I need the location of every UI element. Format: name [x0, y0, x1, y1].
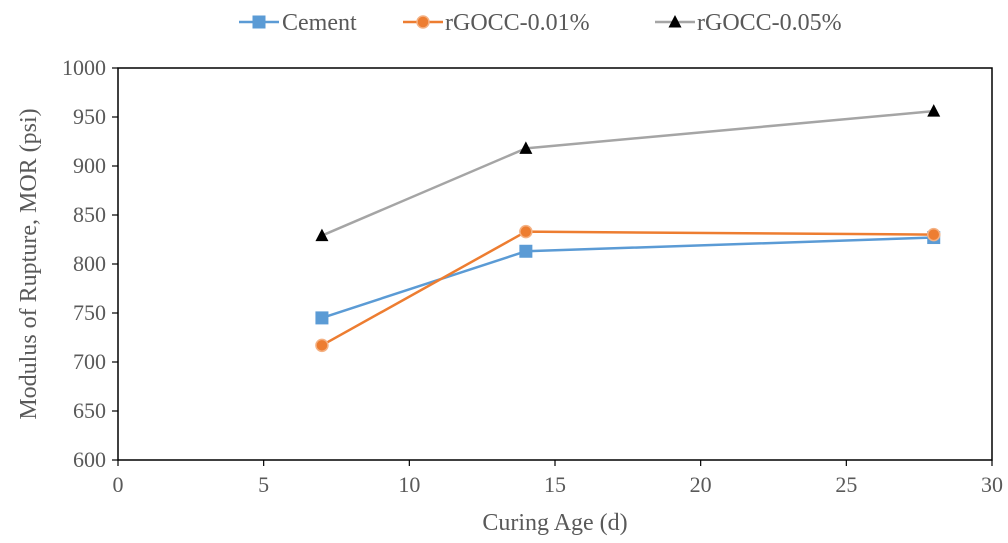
plot-area: 0 5 10 15 20 25 30 600 650 700 750 800 850 900 950 100…: [62, 55, 1003, 497]
y-tick-label: 900: [73, 153, 106, 178]
y-axis-title: Modulus of Rupture, MOR (psi): [16, 108, 42, 419]
x-tick-label: 15: [544, 472, 566, 497]
data-point: [315, 311, 329, 325]
series-circle: [315, 224, 941, 353]
data-point: [927, 104, 941, 117]
x-tick-label: 0: [113, 472, 124, 497]
legend-label: Cement: [282, 10, 357, 36]
y-tick-label: 1000: [62, 55, 106, 80]
y-axis: 600 650 700 750 800 850 900 950 1000: [62, 55, 118, 472]
legend-item: Cement: [239, 10, 357, 36]
plot-frame: [117, 67, 993, 461]
legend-item: rGOCC-0.05%: [655, 10, 842, 36]
series-triangle: [315, 104, 941, 242]
y-tick-label: 650: [73, 398, 106, 423]
series-line: [321, 236, 934, 320]
x-tick-label: 5: [258, 472, 269, 497]
y-tick-label: 850: [73, 202, 106, 227]
legend-label: rGOCC-0.01%: [445, 10, 590, 36]
y-tick-label: 700: [73, 349, 106, 374]
y-tick-label: 800: [73, 251, 106, 276]
x-axis: 0 5 10 15 20 25 30: [113, 460, 1003, 497]
x-tick-label: 10: [398, 472, 420, 497]
data-point: [519, 244, 533, 258]
legend-marker: [668, 15, 682, 28]
data-point: [926, 227, 941, 242]
x-axis-title: Curing Age (d): [482, 510, 627, 536]
x-tick-label: 25: [835, 472, 857, 497]
data-point: [315, 338, 329, 353]
data-point: [519, 141, 533, 154]
series-square: [315, 231, 941, 325]
legend-label: rGOCC-0.05%: [697, 10, 842, 36]
y-tick-label: 750: [73, 300, 106, 325]
legend-item: rGOCC-0.01%: [403, 10, 590, 36]
y-tick-label: 600: [73, 447, 106, 472]
x-tick-label: 30: [981, 472, 1003, 497]
y-tick-label: 950: [73, 104, 106, 129]
legend-marker: [252, 15, 266, 29]
series-line: [321, 109, 934, 237]
series-group: [315, 104, 941, 353]
x-tick-label: 20: [690, 472, 712, 497]
data-point: [519, 224, 533, 239]
legend-marker: [416, 15, 430, 29]
legend: Cement rGOCC-0.01% rGOCC-0.05%: [239, 10, 842, 36]
data-point: [315, 228, 329, 242]
